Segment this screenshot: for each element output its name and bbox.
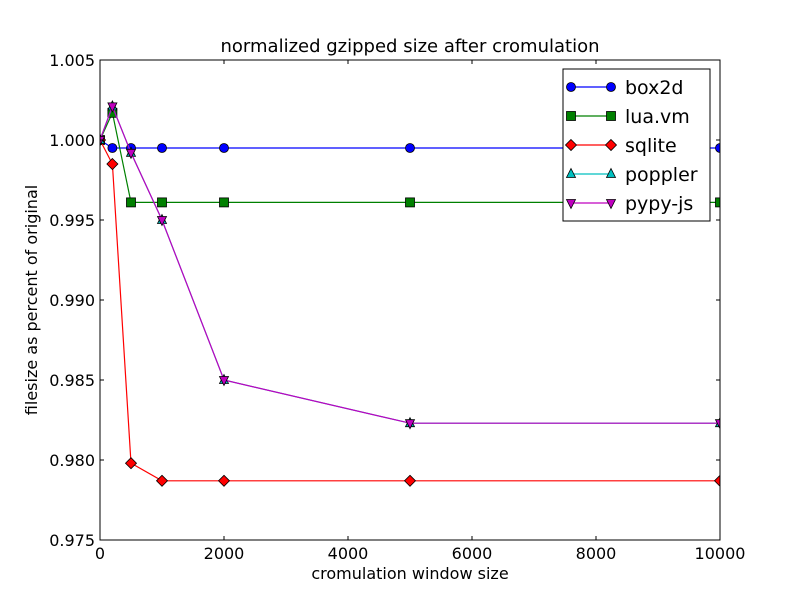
data-point	[219, 197, 229, 208]
data-point	[405, 197, 415, 208]
legend: box2d lua.vm sqlite poppler pypy-js	[562, 68, 711, 222]
legend-item: lua.vm	[566, 106, 690, 128]
legend-marker	[565, 167, 577, 178]
x-tick-label: 10000	[695, 544, 746, 563]
data-point	[217, 474, 231, 487]
y-tick-label: 0.975	[49, 531, 95, 550]
legend-marker	[604, 138, 618, 152]
y-axis-label: filesize as percent of original	[22, 185, 41, 415]
data-point	[714, 419, 720, 430]
data-point	[218, 376, 230, 387]
legend-item: box2d	[566, 77, 684, 99]
legend-item: poppler	[565, 164, 698, 186]
series-sqlite	[100, 133, 720, 487]
x-axis-label: cromulation window size	[311, 564, 508, 583]
legend-marker	[564, 138, 578, 152]
plot-area	[100, 100, 720, 487]
legend-marker	[605, 167, 617, 178]
legend-label: sqlite	[625, 135, 677, 157]
legend-item: pypy-js	[565, 193, 693, 215]
data-point	[219, 143, 229, 153]
data-point	[126, 197, 136, 208]
chart-title: normalized gzipped size after cromulatio…	[221, 36, 600, 57]
data-point	[106, 157, 119, 171]
data-point	[155, 474, 169, 487]
y-tick-label: 1.000	[49, 131, 95, 150]
data-point	[404, 419, 416, 430]
series-pypy-js	[100, 102, 720, 430]
legend-label: box2d	[625, 77, 684, 99]
data-point	[403, 474, 417, 487]
axis-ticks: 0 2000 4000 6000 8000 10000 0.975 0.980 0.985 0.9…	[49, 51, 745, 563]
legend-label: poppler	[625, 164, 698, 186]
data-point	[107, 143, 118, 153]
data-point	[715, 197, 720, 208]
legend-marker	[566, 111, 576, 121]
x-tick-label: 6000	[452, 544, 493, 563]
legend-marker	[565, 199, 577, 210]
data-point	[405, 143, 415, 153]
y-tick-label: 0.995	[49, 211, 95, 230]
legend-marker	[605, 199, 617, 210]
legend-marker	[566, 82, 576, 92]
y-tick-label: 0.980	[49, 451, 95, 470]
data-point	[157, 197, 167, 208]
y-tick-label: 0.990	[49, 291, 95, 310]
y-tick-label: 1.005	[49, 51, 95, 70]
y-tick-label: 0.985	[49, 371, 95, 390]
plot-frame	[99, 59, 721, 541]
x-tick-label: 4000	[328, 544, 369, 563]
data-point	[125, 148, 137, 160]
data-point	[715, 143, 720, 153]
legend-item: sqlite	[564, 135, 677, 157]
legend-label: pypy-js	[625, 193, 693, 215]
x-tick-label: 2000	[204, 544, 245, 563]
data-point	[107, 102, 118, 113]
data-point	[157, 143, 167, 153]
data-point	[100, 136, 106, 147]
data-point	[713, 474, 720, 487]
x-tick-label: 8000	[576, 544, 617, 563]
data-point	[156, 216, 168, 227]
legend-marker	[606, 111, 616, 121]
x-tick-label: 0	[95, 544, 105, 563]
data-point	[124, 457, 138, 470]
legend-label: lua.vm	[625, 106, 690, 128]
legend-marker	[606, 82, 616, 92]
